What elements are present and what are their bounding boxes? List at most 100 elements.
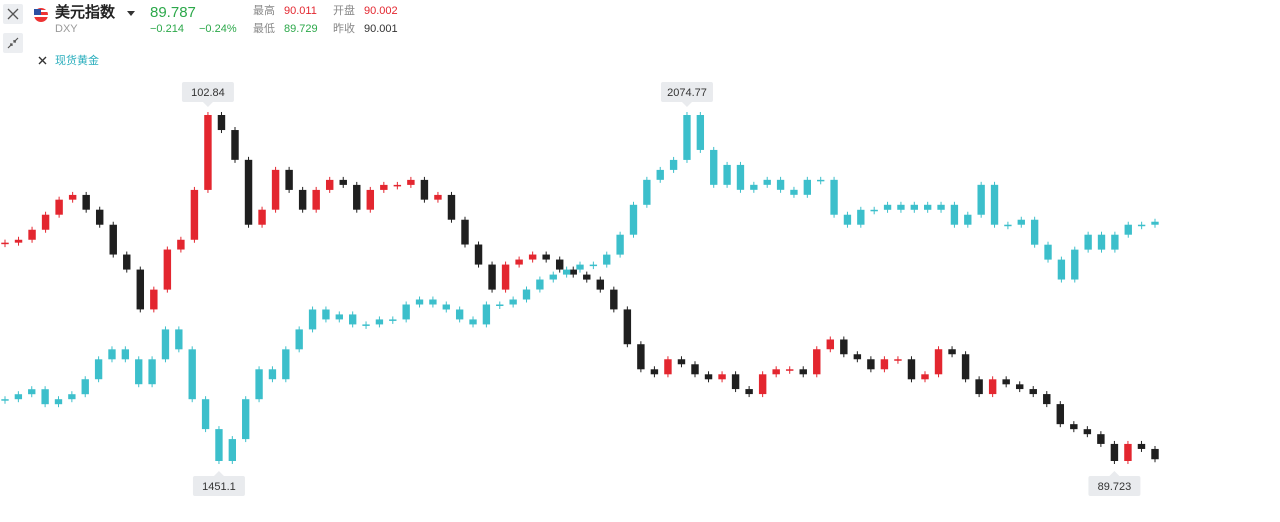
candle — [1084, 234, 1092, 250]
candle — [242, 399, 250, 440]
candle — [907, 359, 916, 380]
candle — [1083, 429, 1092, 435]
candle — [921, 374, 929, 380]
candle — [637, 344, 645, 370]
candle — [420, 179, 429, 200]
candle — [562, 269, 571, 275]
candle — [393, 184, 402, 187]
candle — [335, 314, 343, 320]
label-box — [192, 476, 245, 496]
candle — [177, 239, 185, 250]
candle — [255, 369, 263, 400]
candle — [1029, 389, 1037, 395]
extreme-label: 89.723 — [1088, 471, 1141, 496]
candle — [923, 204, 932, 210]
remove-overlay[interactable] — [38, 56, 47, 65]
price: 89.787 — [150, 4, 196, 21]
candle — [375, 319, 384, 325]
close-icon — [7, 8, 19, 20]
candle — [623, 309, 632, 345]
candle — [867, 359, 875, 370]
candle — [536, 279, 544, 290]
candle — [1111, 234, 1119, 250]
label-text: 89.723 — [1098, 481, 1132, 493]
candle — [442, 304, 450, 310]
dropdown-arrow[interactable] — [127, 11, 135, 16]
stat-label: 最高 — [253, 3, 275, 17]
candle — [136, 269, 145, 310]
candle — [14, 394, 23, 400]
candle — [353, 184, 361, 210]
candle — [610, 289, 618, 310]
candle — [603, 254, 611, 265]
candle — [339, 179, 347, 185]
collapse-button[interactable] — [3, 33, 23, 53]
candle — [910, 204, 918, 210]
candle — [840, 339, 848, 355]
candle — [790, 189, 798, 195]
candle — [1056, 404, 1065, 425]
candle — [937, 204, 945, 210]
candle — [434, 194, 442, 200]
candle — [950, 204, 959, 225]
candle — [509, 299, 517, 305]
candle — [68, 194, 77, 200]
candle — [758, 374, 767, 395]
candle — [121, 349, 130, 360]
candle — [308, 309, 317, 330]
candle — [1124, 224, 1132, 235]
candle — [231, 130, 239, 160]
candle — [1151, 221, 1159, 225]
candle — [650, 369, 659, 375]
stat-value: 90.002 — [364, 5, 398, 17]
label-box — [660, 82, 713, 102]
candle — [496, 304, 504, 306]
candle — [745, 389, 753, 395]
candle — [150, 289, 158, 310]
candle — [596, 279, 605, 290]
collapse-icon — [7, 37, 19, 49]
candle — [1137, 443, 1146, 449]
candle — [894, 359, 902, 361]
candle — [1137, 224, 1146, 227]
candle — [1044, 244, 1052, 260]
candle — [1030, 219, 1039, 245]
candle — [312, 189, 320, 210]
candle — [569, 269, 577, 275]
candle — [163, 249, 172, 290]
candle — [1017, 219, 1025, 225]
candle — [1057, 259, 1066, 280]
candle — [1110, 443, 1119, 461]
candle — [215, 429, 223, 461]
candle — [1151, 448, 1159, 460]
candle — [826, 339, 835, 350]
candle — [677, 359, 686, 365]
candle — [880, 359, 889, 370]
candle — [934, 349, 943, 375]
candle — [643, 179, 651, 205]
candle — [897, 204, 905, 210]
stat-value: 89.729 — [284, 23, 318, 35]
candle — [461, 219, 469, 245]
candle — [135, 359, 143, 385]
candle — [583, 274, 591, 280]
candle — [14, 239, 23, 243]
candle — [883, 204, 892, 210]
label-pointer — [681, 102, 692, 107]
candle — [469, 319, 477, 325]
candle — [1097, 434, 1105, 444]
candle — [813, 349, 821, 375]
flag — [34, 8, 48, 22]
candle — [190, 189, 199, 240]
candle — [853, 354, 862, 360]
candle — [988, 379, 997, 395]
candle — [803, 179, 812, 195]
candle — [41, 214, 50, 230]
candle — [271, 169, 280, 210]
candle — [285, 169, 293, 190]
candle — [325, 179, 334, 190]
candle — [723, 164, 731, 185]
candle — [975, 379, 983, 395]
candle — [961, 354, 970, 380]
candle — [488, 264, 496, 290]
